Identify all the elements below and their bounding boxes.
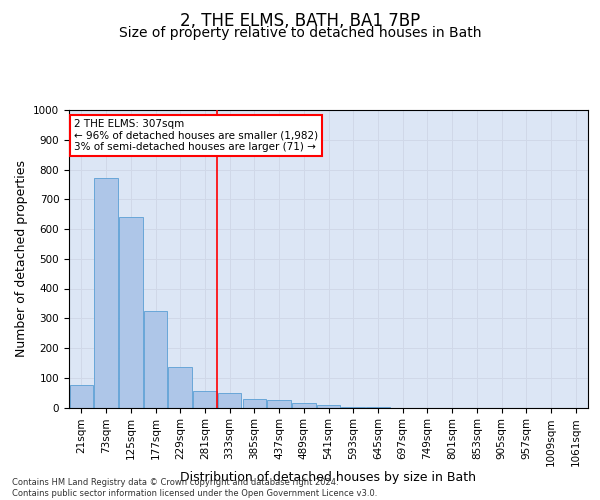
Bar [218,392,241,407]
Bar [366,407,389,408]
Text: Size of property relative to detached houses in Bath: Size of property relative to detached ho… [119,26,481,40]
Bar [119,217,143,408]
Bar [268,400,291,407]
Bar [193,391,217,407]
Text: 2 THE ELMS: 307sqm
← 96% of detached houses are smaller (1,982)
3% of semi-detac: 2 THE ELMS: 307sqm ← 96% of detached hou… [74,119,319,152]
Bar [317,404,340,407]
Bar [144,311,167,408]
Bar [70,385,93,407]
Bar [94,178,118,408]
Y-axis label: Number of detached properties: Number of detached properties [14,160,28,357]
Bar [341,407,365,408]
X-axis label: Distribution of detached houses by size in Bath: Distribution of detached houses by size … [181,472,476,484]
Bar [292,403,316,407]
Bar [169,368,192,408]
Text: 2, THE ELMS, BATH, BA1 7BP: 2, THE ELMS, BATH, BA1 7BP [180,12,420,30]
Bar [242,398,266,407]
Text: Contains HM Land Registry data © Crown copyright and database right 2024.
Contai: Contains HM Land Registry data © Crown c… [12,478,377,498]
